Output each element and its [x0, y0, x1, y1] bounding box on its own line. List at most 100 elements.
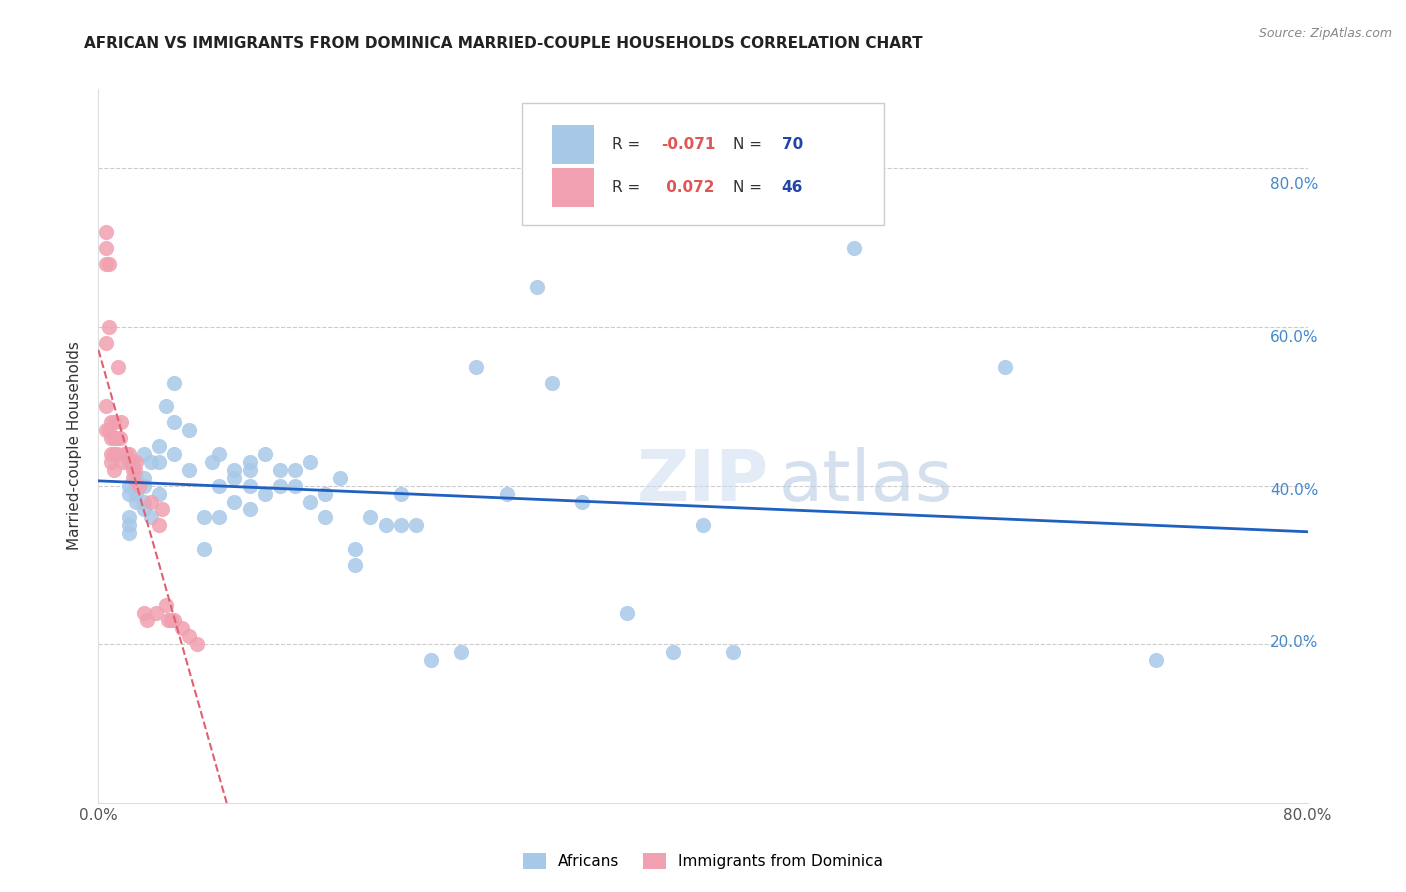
Text: Source: ZipAtlas.com: Source: ZipAtlas.com — [1258, 27, 1392, 40]
Point — [212, 458, 235, 473]
Point — [396, 558, 419, 572]
Point — [172, 344, 194, 359]
Point — [205, 474, 228, 488]
Point — [212, 512, 235, 526]
Point — [188, 451, 211, 466]
Point — [315, 489, 337, 503]
Point — [260, 512, 283, 526]
Point — [301, 504, 323, 518]
Text: 70: 70 — [792, 153, 813, 168]
Point — [274, 482, 297, 496]
Point — [217, 604, 239, 618]
Point — [198, 458, 221, 473]
Point — [212, 497, 235, 511]
Point — [845, 252, 868, 267]
Point — [232, 420, 254, 434]
Point — [172, 237, 194, 252]
Point — [201, 482, 224, 496]
Point — [174, 329, 197, 343]
Point — [260, 542, 283, 557]
Point — [641, 604, 664, 618]
Point — [181, 451, 204, 466]
Bar — [585, 142, 623, 179]
Point — [219, 458, 242, 473]
Point — [179, 420, 201, 434]
Point — [737, 641, 759, 656]
Point — [492, 641, 515, 656]
Point — [232, 451, 254, 466]
Point — [287, 474, 309, 488]
Point — [232, 383, 254, 397]
Point — [179, 435, 201, 450]
Point — [205, 482, 228, 496]
Y-axis label: Married-couple Households: Married-couple Households — [67, 346, 83, 555]
Point — [176, 435, 198, 450]
Point — [981, 367, 1004, 381]
Text: R =: R = — [775, 128, 811, 145]
Text: R =: R = — [638, 153, 672, 168]
Point — [191, 482, 214, 496]
Point — [191, 458, 214, 473]
Point — [219, 443, 242, 458]
Point — [710, 520, 733, 534]
Point — [301, 482, 323, 496]
FancyBboxPatch shape — [557, 120, 884, 237]
Point — [226, 596, 249, 610]
Point — [172, 428, 194, 442]
Point — [195, 474, 218, 488]
Point — [396, 542, 419, 557]
Point — [368, 512, 391, 526]
Point — [186, 458, 209, 473]
Point — [219, 489, 242, 503]
Point — [183, 367, 205, 381]
Point — [191, 512, 214, 526]
Point — [560, 291, 582, 305]
Point — [172, 252, 194, 267]
Point — [198, 474, 221, 488]
Point — [191, 520, 214, 534]
Point — [464, 649, 486, 664]
Text: ZIP: ZIP — [654, 450, 787, 519]
Point — [423, 520, 446, 534]
Point — [368, 489, 391, 503]
Point — [179, 467, 201, 481]
Point — [287, 497, 309, 511]
Point — [328, 467, 350, 481]
Point — [191, 527, 214, 541]
Point — [239, 619, 262, 633]
Point — [198, 489, 221, 503]
Point — [172, 405, 194, 419]
Point — [315, 451, 337, 466]
Point — [174, 428, 197, 442]
Text: N =: N = — [748, 194, 782, 210]
Point — [267, 458, 290, 473]
Point — [176, 420, 198, 434]
Point — [186, 420, 208, 434]
Point — [505, 367, 527, 381]
Point — [450, 520, 472, 534]
Point — [179, 451, 201, 466]
Point — [356, 458, 378, 473]
Point — [356, 497, 378, 511]
Point — [226, 405, 249, 419]
Point — [194, 458, 217, 473]
Point — [191, 489, 214, 503]
Point — [253, 634, 276, 648]
Point — [301, 458, 323, 473]
Point — [191, 451, 214, 466]
Point — [600, 497, 623, 511]
Text: atlas: atlas — [780, 450, 955, 519]
Point — [574, 383, 596, 397]
Point — [246, 467, 269, 481]
Point — [437, 520, 460, 534]
Bar — [585, 183, 623, 220]
Point — [198, 497, 221, 511]
Point — [219, 520, 242, 534]
Point — [1118, 649, 1140, 664]
Text: 0.072: 0.072 — [682, 194, 735, 210]
Point — [197, 467, 219, 481]
Point — [176, 458, 198, 473]
Point — [301, 467, 323, 481]
Point — [342, 482, 364, 496]
Point — [287, 467, 309, 481]
